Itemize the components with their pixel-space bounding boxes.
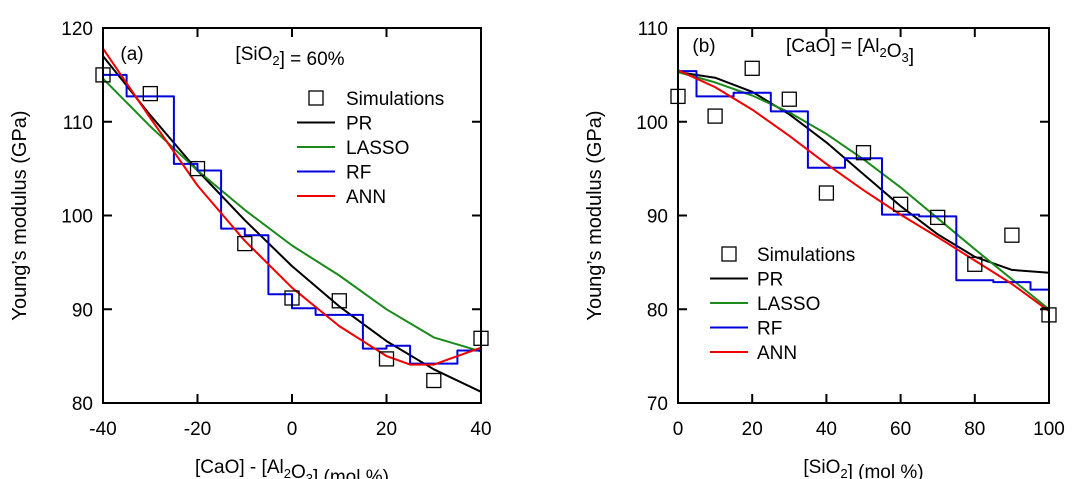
simulation-point: [967, 256, 983, 272]
simulation-point: [744, 60, 760, 76]
condition-label-part: O: [887, 41, 902, 62]
y-axis-label: Young’s modulus (GPa): [584, 110, 606, 320]
y-tick-label: 110: [63, 113, 93, 134]
y-tick-label: 80: [72, 394, 93, 415]
legend-label-rf: RF: [757, 319, 782, 340]
condition-label-part: ]: [909, 46, 914, 67]
y-tick-label: 90: [647, 207, 668, 228]
x-axis-label-subscript: 2: [284, 466, 291, 479]
simulation-point: [1004, 227, 1020, 243]
series-line-ann: [102, 48, 482, 366]
x-axis-label-subscript: 3: [306, 471, 313, 479]
simulation-point: [707, 108, 723, 124]
condition-label-part: [CaO] = [Al: [786, 36, 879, 57]
plot-frame: [102, 27, 482, 404]
condition-label: [SiO2] = 60%: [235, 44, 344, 70]
x-tick-label: 0: [287, 419, 298, 440]
legend-label-simulations: Simulations: [757, 245, 855, 266]
simulation-point: [781, 91, 797, 107]
series-line-rf: [678, 70, 1049, 291]
y-tick-label: 100: [61, 207, 93, 228]
x-axis-label: [CaO] - [Al2O3] (mol %): [195, 457, 389, 479]
x-tick-label: 40: [816, 419, 837, 440]
simulation-point: [855, 145, 872, 161]
x-tick-label: 20: [742, 419, 763, 440]
simulation-point: [189, 160, 206, 177]
y-tick-label: 100: [636, 113, 668, 134]
simulation-point: [142, 85, 158, 102]
x-axis-label-part: [CaO] - [Al: [195, 457, 284, 478]
series-line-rf: [103, 73, 481, 365]
y-tick-label: 110: [638, 19, 668, 40]
legend-label-pr: PR: [757, 270, 783, 291]
y-tick-label: 70: [647, 394, 668, 415]
condition-label-subscript: 2: [879, 45, 886, 60]
y-axis-label: Young’s modulus (GPa): [9, 110, 31, 320]
legend-label-lasso: LASSO: [757, 294, 820, 315]
y-tick-label: 80: [647, 300, 668, 321]
simulation-point: [892, 196, 909, 212]
condition-label-subscript: 2: [272, 53, 279, 68]
legend-label-simulations: Simulations: [346, 89, 444, 110]
x-tick-label: 80: [964, 419, 985, 440]
simulation-point: [930, 209, 946, 226]
x-axis-label-part: ] (mol %): [848, 462, 924, 479]
condition-label-part: [SiO: [235, 44, 272, 65]
series-line-lasso: [102, 77, 482, 353]
x-tick-label: 20: [376, 419, 397, 440]
simulation-point: [426, 372, 442, 389]
y-tick-label: 90: [72, 300, 93, 321]
legend-label-ann: ANN: [757, 343, 797, 364]
panel-label: (b): [692, 36, 715, 57]
legend-marker-simulations: [721, 246, 737, 262]
series-line-pr: [677, 71, 1050, 274]
simulation-point: [284, 290, 300, 306]
condition-label-subscript: 3: [901, 50, 908, 65]
x-tick-label: -20: [184, 419, 211, 440]
simulation-point: [378, 351, 395, 367]
x-tick-label: -40: [89, 419, 116, 440]
series-line-pr: [102, 55, 482, 393]
x-tick-label: 100: [1033, 419, 1065, 440]
simulation-point: [331, 293, 347, 309]
legend-label-pr: PR: [346, 114, 372, 135]
x-axis-label-part: O: [291, 462, 306, 479]
x-axis-label: [SiO2] (mol %): [803, 457, 923, 479]
x-tick-label: 40: [470, 419, 491, 440]
condition-label: [CaO] = [Al2O3]: [786, 36, 914, 67]
x-axis-label-subscript: 2: [840, 466, 847, 479]
x-tick-label: 0: [673, 419, 684, 440]
x-tick-label: 60: [890, 419, 911, 440]
y-tick-label: 120: [61, 19, 93, 40]
x-axis-label-part: [SiO: [803, 457, 840, 478]
condition-label-part: ] = 60%: [280, 49, 345, 70]
series-line-ann: [677, 69, 1050, 312]
legend-label-lasso: LASSO: [346, 138, 409, 159]
panel-label: (a): [120, 44, 143, 65]
x-axis-label-part: ] (mol %): [313, 467, 389, 479]
simulation-point: [818, 185, 835, 201]
legend-marker-simulations: [308, 90, 324, 106]
legend-label-ann: ANN: [346, 187, 386, 208]
simulation-point: [237, 235, 253, 252]
legend-label-rf: RF: [346, 163, 371, 184]
